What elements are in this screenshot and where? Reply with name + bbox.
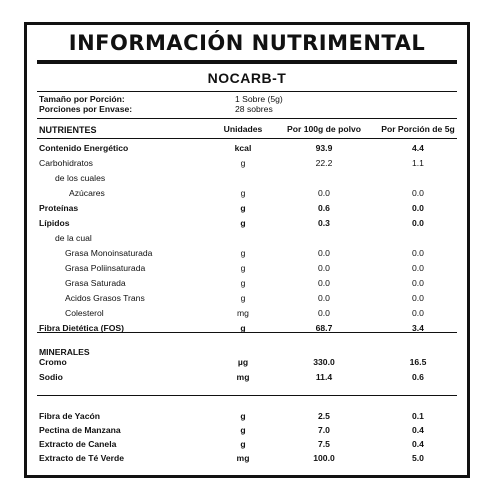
header-per-serving: Por Porción de 5g (381, 124, 455, 134)
nutrient-unit: g (240, 293, 246, 303)
minerals-heading: MINERALES (39, 347, 90, 357)
mineral-per-100g: 330.0 (313, 357, 335, 367)
mineral-per-100g: 11.4 (315, 372, 333, 382)
nutrient-name: Grasa Poliinsaturada (65, 263, 146, 273)
nutrient-unit: g (240, 158, 246, 168)
nutrient-unit: g (240, 188, 246, 198)
nutrient-unit: g (240, 248, 246, 258)
nutrient-unit: kcal (234, 143, 252, 153)
nutrient-per-serving: 0.0 (412, 188, 424, 198)
nutrient-name: Lípidos (39, 218, 70, 228)
nutrient-per-serving: 4.4 (412, 143, 424, 153)
nutrients-end-rule (37, 332, 457, 333)
nutrient-per-serving: 0.0 (412, 278, 424, 288)
nutrient-unit: mg (237, 308, 249, 318)
nutrient-name: Colesterol (65, 308, 104, 318)
nutrient-per-serving: 0.0 (412, 293, 424, 303)
mineral-unit: mg (236, 372, 250, 382)
header-rule (37, 138, 457, 139)
nutrient-name: Contenido Energético (39, 143, 129, 153)
nutrient-per-serving: 0.0 (412, 203, 424, 213)
nutrient-per-100g: 0.0 (318, 308, 330, 318)
nutrient-name: de los cuales (55, 173, 106, 183)
extract-per-100g: 7.5 (318, 439, 330, 449)
nutrient-per-serving: 0.0 (412, 308, 424, 318)
nutrient-per-serving: 0.0 (412, 263, 424, 273)
extract-name: Extracto de Canela (39, 439, 117, 449)
extract-per-serving: 0.1 (412, 411, 424, 421)
nutrient-name: Fibra Dietética (FOS) (39, 323, 124, 333)
nutrition-facts-panel: INFORMACIÓN NUTRIMENTAL NOCARB-T Tamaño … (24, 22, 470, 478)
nutrient-per-100g: 68.7 (315, 323, 333, 333)
extract-name: Fibra de Yacón (39, 411, 100, 421)
extract-name: Pectina de Manzana (39, 425, 121, 435)
header-per-100g: Por 100g de polvo (286, 124, 362, 134)
extract-per-100g: 7.0 (318, 425, 330, 435)
nutrient-per-100g: 22.2 (315, 158, 333, 168)
nutrient-per-100g: 0.3 (318, 218, 330, 228)
servings-per-container-label: Porciones por Envase: (39, 104, 133, 114)
extract-unit: g (240, 425, 246, 435)
nutrient-per-100g: 0.0 (318, 248, 330, 258)
nutrient-name: Grasa Monoinsaturada (65, 248, 153, 258)
mineral-per-serving: 0.6 (412, 372, 424, 382)
nutrient-name: Carbohidratos (39, 158, 93, 168)
nutrient-unit: g (240, 263, 246, 273)
title-rule (37, 60, 457, 64)
nutrient-per-100g: 0.0 (318, 188, 330, 198)
serving-size-label: Tamaño por Porción: (39, 94, 125, 104)
nutrient-unit: g (240, 203, 246, 213)
nutrient-unit: g (240, 218, 246, 228)
nutrient-unit: g (240, 278, 246, 288)
serving-size-value: 1 Sobre (5g) (235, 94, 283, 104)
nutrient-unit: g (240, 323, 246, 333)
product-name: NOCARB-T (207, 70, 287, 86)
extract-name: Extracto de Té Verde (39, 453, 125, 463)
extract-per-serving: 5.0 (412, 453, 424, 463)
nutrient-per-serving: 0.0 (412, 218, 424, 228)
nutrient-name: Acidos Grasos Trans (65, 293, 145, 303)
mineral-per-serving: 16.5 (409, 357, 427, 367)
nutrient-per-100g: 0.0 (318, 278, 330, 288)
extract-unit: mg (236, 453, 250, 463)
extract-per-100g: 2.5 (318, 411, 330, 421)
extract-unit: g (240, 439, 246, 449)
mineral-name: Cromo (39, 357, 67, 367)
minerals-end-rule (37, 395, 457, 396)
nutrient-per-100g: 93.9 (315, 143, 333, 153)
nutrient-name: Grasa Saturada (65, 278, 126, 288)
header-units: Unidades (223, 124, 263, 134)
extract-unit: g (240, 411, 246, 421)
serving-rule (37, 118, 457, 119)
header-nutrients: NUTRIENTES (39, 125, 97, 135)
nutrient-per-100g: 0.6 (318, 203, 330, 213)
nutrient-per-serving: 3.4 (412, 323, 424, 333)
mineral-name: Sodio (39, 372, 63, 382)
nutrient-per-100g: 0.0 (318, 263, 330, 273)
mineral-unit: µg (237, 357, 249, 367)
nutrient-name: Azúcares (69, 188, 105, 198)
nutrient-per-serving: 0.0 (412, 248, 424, 258)
extract-per-100g: 100.0 (313, 453, 335, 463)
product-rule (37, 91, 457, 92)
nutrient-per-100g: 0.0 (318, 293, 330, 303)
nutrient-name: Proteínas (39, 203, 79, 213)
extract-per-serving: 0.4 (412, 439, 424, 449)
nutrient-per-serving: 1.1 (412, 158, 424, 168)
extract-per-serving: 0.4 (412, 425, 424, 435)
servings-per-container-value: 28 sobres (235, 104, 273, 114)
label-title: INFORMACIÓN NUTRIMENTAL (68, 31, 426, 55)
nutrient-name: de la cual (55, 233, 92, 243)
